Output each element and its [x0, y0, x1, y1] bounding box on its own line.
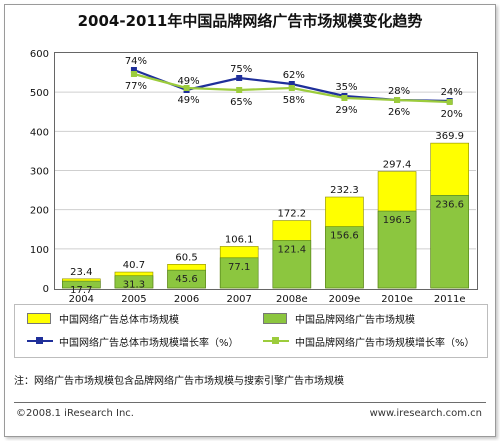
bar-brand — [325, 226, 364, 289]
growth-total-label: 49% — [177, 76, 199, 87]
growth-brand-label: 29% — [335, 105, 357, 116]
data-label-total: 232.3 — [330, 185, 359, 196]
growth-brand-label: 65% — [230, 97, 252, 108]
data-label-total: 106.1 — [225, 234, 254, 245]
x-tick-label: 2011e — [434, 294, 466, 305]
data-label-total: 369.9 — [435, 131, 464, 142]
growth-brand-label: 49% — [177, 95, 199, 106]
legend-swatch-brand — [263, 313, 287, 324]
data-label-total: 60.5 — [175, 252, 197, 263]
growth-brand-marker — [183, 85, 190, 91]
growth-brand-marker — [394, 97, 401, 103]
y-tick-label: 500 — [30, 88, 49, 99]
data-label-total: 297.4 — [383, 160, 412, 171]
growth-brand-label: 20% — [441, 109, 463, 120]
legend: 中国网络广告总体市场规模 中国品牌网络广告市场规模 中国网络广告总体市场规模增长… — [14, 304, 488, 358]
growth-brand-marker — [236, 87, 243, 93]
y-tick-label: 300 — [30, 167, 49, 178]
y-tick-label: 100 — [30, 245, 49, 256]
bar-brand — [377, 210, 417, 289]
data-label-brand: 77.1 — [228, 262, 250, 273]
copyright-text: ©2008.1 iResearch Inc. — [16, 408, 134, 419]
bar-brand — [62, 280, 101, 289]
footer-divider — [14, 402, 486, 403]
legend-marker-brand-growth — [272, 337, 279, 344]
growth-brand-label: 26% — [388, 107, 410, 118]
data-label-total: 172.2 — [277, 209, 306, 220]
chart-title: 2004-2011年中国品牌网络广告市场规模变化趋势 — [77, 12, 423, 30]
growth-brand-label: 58% — [283, 95, 305, 106]
legend-label-total: 中国网络广告总体市场规模 — [59, 315, 179, 326]
growth-total-label: 28% — [388, 86, 410, 97]
x-tick-label: 2004 — [69, 294, 94, 305]
chart-note: 注：网络广告市场规模包含品牌网络广告市场规模与搜索引擎广告市场规模 — [14, 376, 344, 387]
data-label-brand: 156.6 — [330, 231, 359, 242]
growth-total-label: 35% — [335, 82, 357, 93]
growth-brand-marker — [288, 85, 295, 91]
growth-total-marker — [288, 81, 295, 87]
data-label-brand: 45.6 — [175, 274, 197, 285]
legend-marker-total-growth — [36, 337, 43, 344]
growth-total-label: 24% — [441, 87, 463, 98]
y-tick-label: 400 — [30, 127, 49, 138]
growth-brand-marker — [130, 71, 137, 77]
x-tick-label: 2007 — [226, 294, 251, 305]
data-label-brand: 121.4 — [277, 244, 306, 255]
x-tick-label: 2009e — [329, 294, 361, 305]
growth-total-marker — [130, 67, 137, 73]
legend-swatch-total — [27, 313, 51, 324]
y-tick-label: 200 — [30, 206, 49, 217]
bar-brand — [272, 240, 312, 289]
growth-brand-label: 77% — [125, 81, 147, 92]
growth-total-marker — [236, 75, 243, 81]
y-tick-label: 0 — [43, 284, 49, 295]
data-label-brand: 17.7 — [70, 285, 92, 296]
growth-total-label: 74% — [125, 56, 147, 67]
data-label-brand: 31.3 — [123, 280, 145, 291]
data-label-total: 40.7 — [123, 260, 145, 271]
y-tick-label: 600 — [30, 49, 49, 60]
x-tick-label: 2005 — [121, 294, 146, 305]
x-tick-label: 2008e — [276, 294, 308, 305]
bar-brand — [219, 257, 259, 289]
growth-total-label: 62% — [283, 70, 305, 81]
bar-brand — [167, 269, 206, 289]
bar-brand — [430, 195, 469, 289]
x-tick-label: 2006 — [174, 294, 199, 305]
x-tick-label: 2010e — [381, 294, 413, 305]
data-label-brand: 236.6 — [435, 199, 464, 210]
bar-brand — [114, 275, 154, 289]
growth-brand-marker — [446, 99, 453, 105]
data-label-brand: 196.5 — [383, 215, 412, 226]
data-label-total: 23.4 — [70, 267, 92, 278]
growth-brand-marker — [341, 95, 348, 101]
legend-label-total-growth: 中国网络广告总体市场规模增长率（%） — [59, 338, 239, 349]
growth-total-label: 75% — [230, 64, 252, 75]
legend-label-brand: 中国品牌网络广告市场规模 — [295, 315, 415, 326]
legend-label-brand-growth: 中国品牌网络广告市场规模增长率（%） — [295, 338, 475, 349]
website-url: www.iresearch.com.cn — [369, 408, 482, 419]
